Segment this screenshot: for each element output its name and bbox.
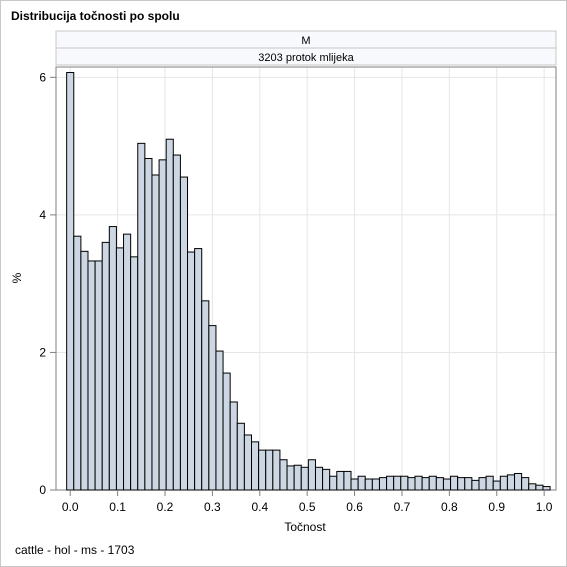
histogram-bar [158, 159, 167, 491]
histogram-bar [258, 449, 267, 491]
histogram-bar [115, 247, 125, 491]
histogram-bar [101, 241, 110, 491]
histogram-bar [201, 300, 210, 491]
histogram-bar [293, 464, 302, 491]
histogram-bar [478, 477, 487, 491]
histogram-bar [108, 226, 117, 491]
histogram-bar [272, 449, 281, 491]
histogram-bar [251, 441, 260, 491]
histogram-bar [435, 477, 444, 491]
histogram-bar [542, 486, 551, 491]
histogram-bar [229, 401, 238, 491]
histogram-bar [279, 459, 288, 491]
y-tick-label: 2 [39, 345, 46, 359]
histogram-bar [357, 475, 366, 491]
y-axis-label: % [10, 272, 24, 283]
histogram-bar [364, 478, 373, 491]
y-tick-label: 4 [39, 208, 46, 222]
panel-label-trait: 3203 protok mlijeka [258, 52, 354, 64]
histogram-bar [428, 475, 437, 491]
x-tick-label: 0.3 [204, 500, 221, 514]
histogram-bar [528, 483, 537, 491]
panel-header-row-2 [55, 47, 557, 66]
x-tick-label: 0.0 [62, 500, 79, 514]
x-axis-label: Točnost [284, 520, 326, 534]
histogram-bar [457, 477, 466, 491]
histogram-bar [442, 478, 452, 491]
footnote: cattle - hol - ms - 1703 [15, 543, 135, 557]
x-axis-ticks: 0.0 0.1 0.2 0.3 0.4 0.5 0.6 0.7 0.8 0.9 1.0 [62, 490, 553, 514]
panel-label-sex: M [301, 35, 310, 47]
histogram-bar [144, 157, 153, 491]
histogram-bar [165, 138, 174, 491]
histogram-bar [151, 174, 160, 491]
histogram-bar [329, 475, 338, 491]
histogram-bar [393, 475, 402, 491]
bars [66, 72, 551, 491]
histogram-bar [314, 466, 324, 491]
y-tick-label: 0 [39, 483, 46, 497]
histogram-bar [322, 468, 331, 491]
histogram-bar [194, 248, 203, 491]
histogram-bar [222, 372, 231, 491]
histogram-bar [464, 477, 473, 491]
x-tick-label: 0.7 [394, 500, 411, 514]
x-tick-label: 0.2 [157, 500, 174, 514]
histogram-bar [514, 472, 523, 491]
histogram-bar [506, 474, 516, 491]
histogram-bar [87, 260, 96, 491]
histogram-bar [535, 484, 544, 491]
histogram-bar [371, 478, 380, 491]
histogram-bar [172, 154, 181, 491]
histogram-bar [179, 176, 189, 491]
x-tick-label: 0.8 [441, 500, 458, 514]
histogram-bar [243, 434, 252, 491]
histogram-bar [307, 459, 316, 491]
histogram-bar [350, 478, 359, 491]
histogram-bar [130, 256, 139, 491]
panel-header: M 3203 protok mlijeka [55, 30, 557, 66]
histogram-bar [343, 470, 352, 491]
chart-title: Distribucija točnosti po spolu [11, 9, 180, 23]
histogram-bar [421, 477, 430, 491]
histogram-bar [137, 142, 146, 491]
histogram-bar [386, 475, 395, 491]
x-tick-label: 1.0 [536, 500, 553, 514]
histogram-bar [414, 475, 423, 491]
histogram-bar [80, 250, 89, 491]
x-tick-label: 0.4 [251, 500, 268, 514]
histogram-bar [187, 251, 196, 491]
histogram-bar [471, 479, 480, 491]
x-tick-label: 0.6 [346, 500, 363, 514]
histogram-bar [286, 465, 295, 491]
y-tick-label: 6 [39, 70, 46, 84]
histogram-bar [94, 260, 103, 491]
histogram-bar [265, 449, 274, 491]
histogram-bar [236, 422, 245, 491]
histogram-bar [73, 235, 82, 491]
x-tick-label: 0.1 [109, 500, 126, 514]
histogram-bar [407, 477, 416, 491]
histogram-bar [521, 477, 530, 491]
histogram-bar [208, 325, 217, 491]
histogram-bar [215, 350, 224, 491]
x-tick-label: 0.9 [488, 500, 505, 514]
histogram-bar [485, 475, 494, 491]
histogram-bar [492, 480, 501, 491]
histogram-bar [499, 475, 508, 491]
histogram-bar [123, 233, 132, 491]
histogram-bar [400, 475, 409, 491]
histogram-bar [336, 470, 345, 491]
histogram-bar [378, 477, 388, 491]
histogram-bar [450, 475, 459, 491]
x-tick-label: 0.5 [299, 500, 316, 514]
histogram-bar [66, 72, 75, 491]
y-axis-ticks: 0 2 4 6 [39, 70, 56, 497]
histogram-bar [300, 466, 309, 491]
